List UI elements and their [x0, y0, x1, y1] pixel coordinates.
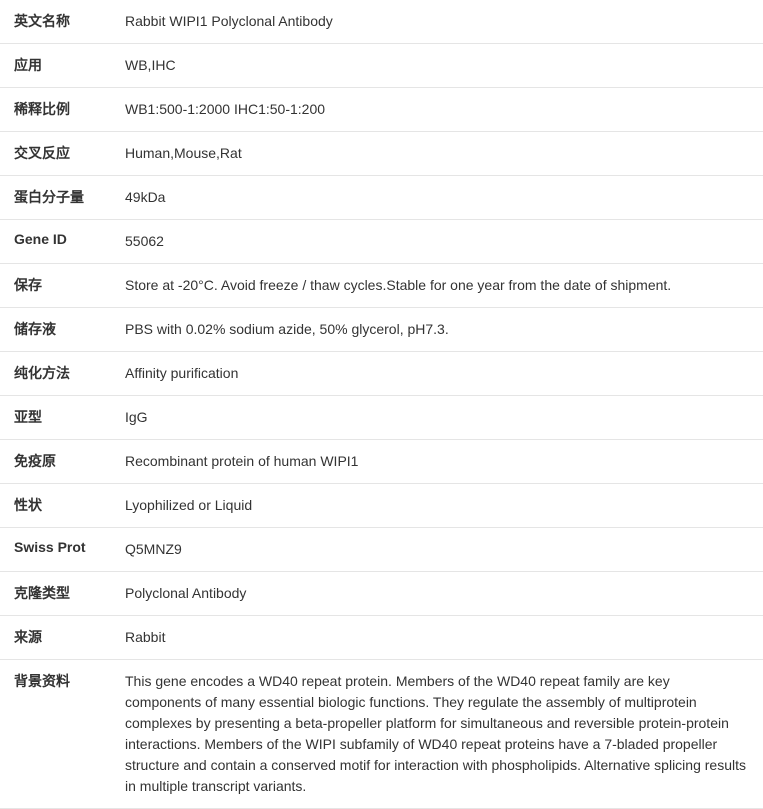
row-label: 储存液 [0, 308, 125, 352]
row-label: 克隆类型 [0, 572, 125, 616]
table-row: 免疫原Recombinant protein of human WIPI1 [0, 440, 763, 484]
spec-table: 英文名称Rabbit WIPI1 Polyclonal Antibody应用WB… [0, 0, 763, 809]
row-label: Swiss Prot [0, 528, 125, 572]
row-value: Affinity purification [125, 352, 763, 396]
table-row: 交叉反应Human,Mouse,Rat [0, 132, 763, 176]
row-label: 来源 [0, 616, 125, 660]
table-row: 来源Rabbit [0, 616, 763, 660]
row-label: 保存 [0, 264, 125, 308]
row-value: PBS with 0.02% sodium azide, 50% glycero… [125, 308, 763, 352]
table-row: 英文名称Rabbit WIPI1 Polyclonal Antibody [0, 0, 763, 44]
row-value: IgG [125, 396, 763, 440]
table-row: 纯化方法Affinity purification [0, 352, 763, 396]
table-row: 保存Store at -20°C. Avoid freeze / thaw cy… [0, 264, 763, 308]
row-value: 49kDa [125, 176, 763, 220]
table-row: 性状Lyophilized or Liquid [0, 484, 763, 528]
table-row: 克隆类型Polyclonal Antibody [0, 572, 763, 616]
row-value: Recombinant protein of human WIPI1 [125, 440, 763, 484]
table-row: 亚型IgG [0, 396, 763, 440]
table-row: 背景资料This gene encodes a WD40 repeat prot… [0, 660, 763, 809]
row-label: 稀释比例 [0, 88, 125, 132]
row-label: 性状 [0, 484, 125, 528]
table-row: 稀释比例WB1:500-1:2000 IHC1:50-1:200 [0, 88, 763, 132]
row-value: WB,IHC [125, 44, 763, 88]
row-value: Lyophilized or Liquid [125, 484, 763, 528]
table-row: 蛋白分子量49kDa [0, 176, 763, 220]
spec-table-body: 英文名称Rabbit WIPI1 Polyclonal Antibody应用WB… [0, 0, 763, 809]
row-label: 英文名称 [0, 0, 125, 44]
table-row: Swiss ProtQ5MNZ9 [0, 528, 763, 572]
row-label: Gene ID [0, 220, 125, 264]
row-value: Human,Mouse,Rat [125, 132, 763, 176]
row-value: This gene encodes a WD40 repeat protein.… [125, 660, 763, 809]
table-row: 应用WB,IHC [0, 44, 763, 88]
row-value: Rabbit WIPI1 Polyclonal Antibody [125, 0, 763, 44]
table-row: Gene ID55062 [0, 220, 763, 264]
row-label: 免疫原 [0, 440, 125, 484]
row-label: 纯化方法 [0, 352, 125, 396]
row-label: 背景资料 [0, 660, 125, 809]
row-value: WB1:500-1:2000 IHC1:50-1:200 [125, 88, 763, 132]
row-label: 交叉反应 [0, 132, 125, 176]
row-value: 55062 [125, 220, 763, 264]
row-label: 亚型 [0, 396, 125, 440]
row-value: Polyclonal Antibody [125, 572, 763, 616]
row-value: Q5MNZ9 [125, 528, 763, 572]
table-row: 储存液PBS with 0.02% sodium azide, 50% glyc… [0, 308, 763, 352]
row-value: Rabbit [125, 616, 763, 660]
row-value: Store at -20°C. Avoid freeze / thaw cycl… [125, 264, 763, 308]
row-label: 蛋白分子量 [0, 176, 125, 220]
row-label: 应用 [0, 44, 125, 88]
